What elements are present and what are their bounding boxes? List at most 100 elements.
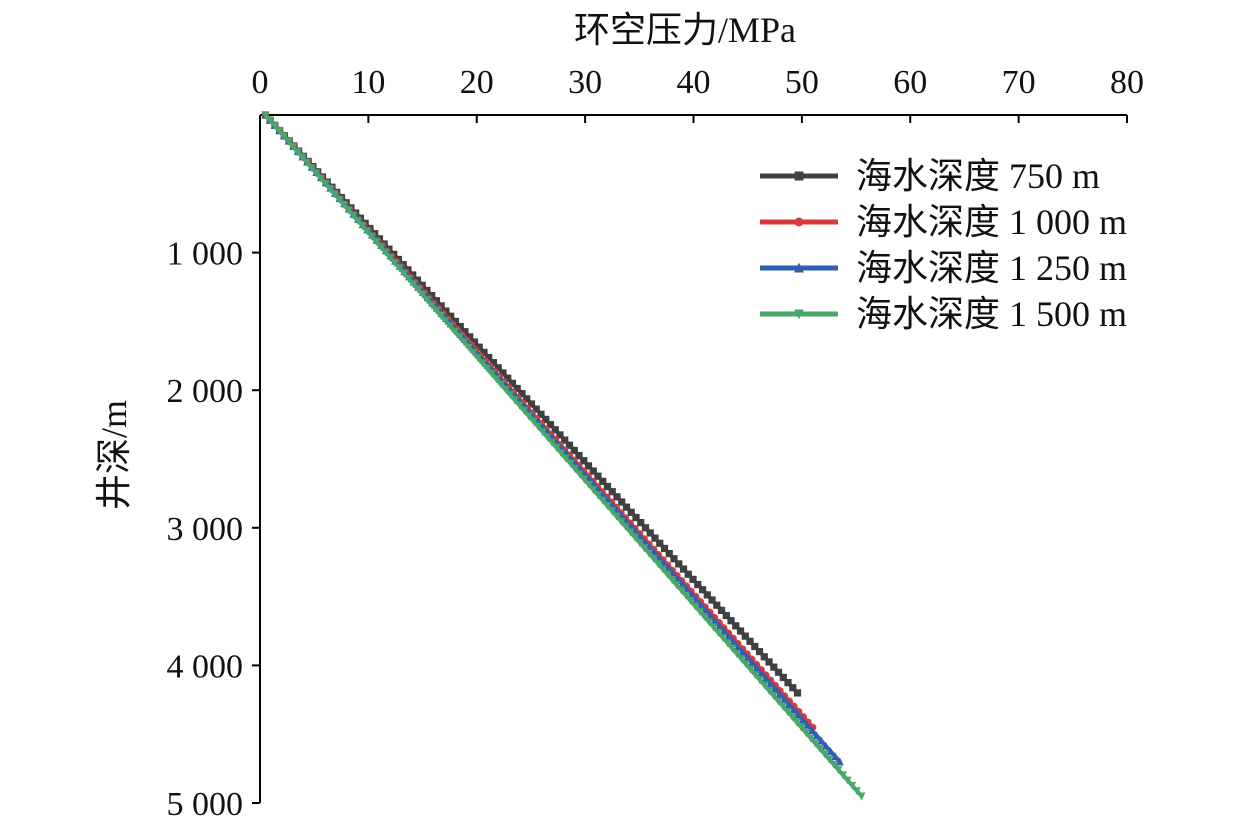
series-point (344, 206, 353, 215)
series-point (460, 338, 469, 347)
series-point (705, 618, 713, 627)
series-point (376, 243, 385, 252)
series-point (598, 496, 607, 505)
series-point (363, 227, 372, 236)
series-point (852, 787, 861, 796)
series-point (765, 686, 774, 695)
series-point (349, 211, 358, 220)
series-point (684, 570, 692, 578)
series-point (575, 451, 583, 460)
series-point (612, 512, 621, 521)
series-point (733, 642, 742, 651)
y-tick-label: 5 000 (167, 786, 244, 823)
series-point (480, 348, 488, 356)
series-point (538, 428, 547, 437)
series-point (788, 713, 797, 722)
series-point (751, 671, 760, 679)
series-point (326, 185, 335, 194)
series-point (626, 528, 635, 537)
legend-item: 海水深度 1 500 m (760, 294, 1127, 334)
series-point (663, 570, 672, 579)
series-point (575, 470, 584, 479)
series-point (826, 746, 835, 755)
series-point (637, 519, 645, 527)
series-point (508, 379, 517, 387)
series-point (687, 590, 696, 599)
series-point (691, 602, 700, 611)
series-point (695, 607, 704, 616)
series-point (741, 632, 749, 640)
series-3 (261, 111, 866, 801)
series-point (451, 317, 460, 325)
series-point (714, 628, 723, 637)
series-point (303, 158, 311, 167)
series-point (649, 554, 658, 563)
series-point (732, 622, 740, 630)
series-point (534, 422, 542, 431)
y-ticks: 1 000 2 000 3 000 4 000 5 000 (167, 236, 260, 823)
series-point (742, 660, 750, 669)
series-point (794, 710, 803, 719)
series-point (848, 781, 857, 790)
series-point (654, 560, 663, 569)
series-point (843, 776, 852, 785)
series-point (723, 639, 732, 648)
legend-item: 海水深度 1 000 m (760, 202, 1127, 242)
series-point (372, 238, 381, 247)
series-layer (261, 110, 866, 801)
series-point (524, 412, 533, 421)
legend-marker (794, 217, 804, 227)
series-point (279, 132, 288, 141)
series-point (381, 248, 390, 257)
series-point (779, 673, 787, 682)
series-point (546, 421, 555, 429)
series-point (492, 375, 501, 384)
series-point (737, 655, 746, 664)
series-point (571, 465, 579, 474)
series-point (831, 752, 840, 761)
series-point (715, 621, 724, 630)
series-point (437, 312, 445, 320)
series-point (717, 606, 726, 614)
series-point (728, 644, 737, 653)
series-point (432, 297, 441, 305)
series-point (651, 534, 659, 542)
legend-label: 海水深度 750 m (856, 156, 1100, 196)
series-point (682, 585, 691, 594)
series-point (487, 370, 496, 379)
series-point (670, 555, 678, 563)
series-point (632, 513, 640, 522)
series-point (689, 575, 697, 583)
series-point (736, 627, 745, 635)
series-point (760, 653, 768, 661)
series-point (353, 217, 362, 225)
series-point (755, 676, 764, 685)
series-point (461, 328, 469, 336)
series-point (589, 467, 597, 475)
series-point (635, 539, 644, 547)
series-point (703, 591, 711, 599)
series-point (456, 322, 464, 331)
series-point (589, 486, 598, 495)
series-point (580, 475, 589, 484)
series-point (510, 396, 519, 405)
y-tick-label: 3 000 (167, 511, 244, 548)
series-point (400, 269, 408, 278)
series-point (743, 653, 752, 662)
series-point (275, 127, 284, 136)
series-point (537, 410, 545, 418)
series-point (806, 734, 815, 743)
series-point (266, 116, 274, 125)
series-point (570, 446, 578, 454)
series-point (755, 648, 764, 656)
series-point (409, 280, 418, 289)
series-point (455, 333, 464, 342)
series-point (617, 517, 626, 526)
series-point (770, 663, 778, 671)
series-point (631, 533, 640, 542)
series-point (718, 634, 727, 643)
series-point (552, 444, 561, 452)
series-point (594, 472, 602, 480)
series-point (446, 322, 455, 331)
series-point (792, 718, 801, 727)
